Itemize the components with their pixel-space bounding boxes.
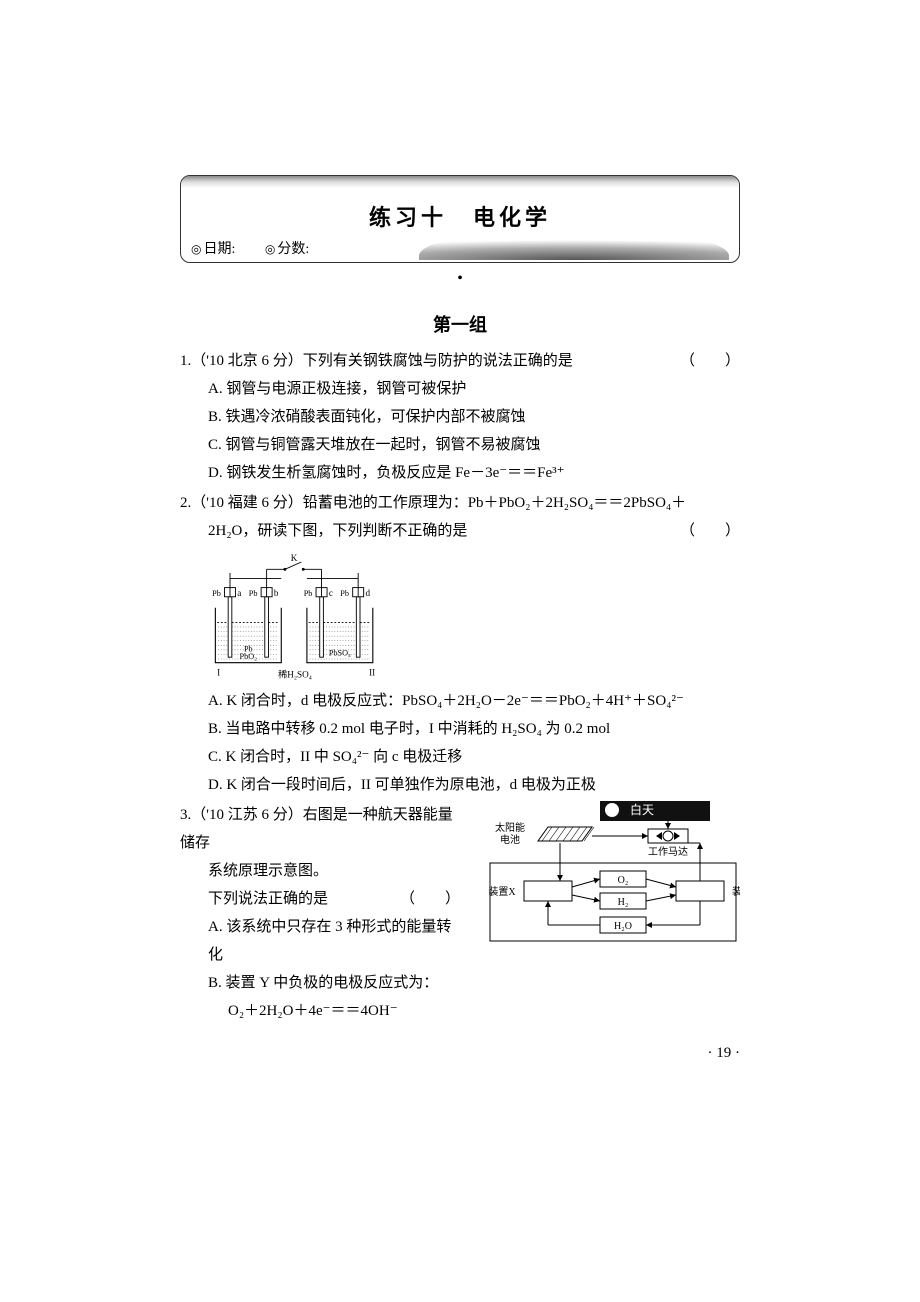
svg-text:PbO₂: PbO₂ [240, 652, 258, 661]
svg-text:稀H₂SO₄: 稀H₂SO₄ [278, 668, 312, 679]
svg-text:d: d [365, 588, 370, 598]
header-swoosh [419, 238, 729, 260]
q2-paren: （ ） [680, 517, 740, 545]
svg-text:PbSO₄: PbSO₄ [329, 648, 351, 657]
q1-stem: 1.（'10 北京 6 分）下列有关钢铁腐蚀与防护的说法正确的是 （ ） [180, 347, 740, 375]
q3-stem-line1: 3.（'10 江苏 6 分）右图是一种航天器能量储存 [180, 801, 460, 857]
q3-opt-b: B. 装置 Y 中负极的电极反应式为： [180, 969, 460, 997]
group-title: 第一组 [180, 311, 740, 337]
q3-opt-a: A. 该系统中只存在 3 种形式的能量转化 [180, 913, 460, 969]
q1-opt-c: C. 钢管与铜管露天堆放在一起时，钢管不易被腐蚀 [180, 431, 740, 459]
svg-text:装置X: 装置X [488, 885, 516, 898]
svg-text:H₂O: H₂O [614, 921, 632, 932]
svg-text:II: II [369, 668, 375, 678]
svg-text:c: c [329, 588, 333, 598]
q3-stem-line3-text: 下列说法正确的是 [208, 891, 328, 907]
svg-text:Pb: Pb [304, 589, 313, 598]
date-label: 日期: [191, 238, 235, 258]
center-dot: • [180, 271, 740, 287]
svg-text:a: a [237, 588, 241, 598]
q3-paren: （ ） [400, 885, 460, 913]
q2-opt-d: D. K 闭合一段时间后，II 可单独作为原电池，d 电极为正极 [180, 771, 740, 799]
q1-opt-b: B. 铁遇冷浓硝酸表面钝化，可保护内部不被腐蚀 [180, 403, 740, 431]
svg-text:O₂: O₂ [618, 875, 629, 886]
header-box: 练习十 电化学 日期: 分数: [180, 175, 740, 263]
question-3: 白天太阳能电池工作马达O₂H₂H₂O装置X装置Y 3.（'10 江苏 6 分）右… [180, 801, 740, 1025]
q3-opt-b-eq: O₂＋2H₂O＋4e⁻＝＝4OH⁻ [180, 997, 460, 1025]
q2-opt-a: A. K 闭合时，d 电极反应式：PbSO₄＋2H₂O－2e⁻＝＝PbO₂＋4H… [180, 687, 740, 715]
q2-stem-line1: 2.（'10 福建 6 分）铅蓄电池的工作原理为：Pb＋PbO₂＋2H₂SO₄＝… [180, 489, 740, 517]
question-2: 2.（'10 福建 6 分）铅蓄电池的工作原理为：Pb＋PbO₂＋2H₂SO₄＝… [180, 489, 740, 799]
svg-text:太阳能: 太阳能 [495, 821, 525, 834]
svg-text:H₂: H₂ [618, 897, 629, 908]
q2-opt-b: B. 当电路中转移 0.2 mol 电子时，I 中消耗的 H₂SO₄ 为 0.2… [180, 715, 740, 743]
exercise-title: 练习十 电化学 [181, 200, 739, 232]
svg-text:Pb: Pb [212, 589, 221, 598]
q2-figure: III稀H₂SO₄PbaPbbPbPbO₂PbcPbdPbSO₄K [180, 551, 740, 681]
q2-opt-c: C. K 闭合时，II 中 SO₄²⁻ 向 c 电极迁移 [180, 743, 740, 771]
svg-text:K: K [291, 553, 298, 563]
q2-stem-line2-text: 2H₂O，研读下图，下列判断不正确的是 [208, 523, 467, 539]
q2-stem-line2: 2H₂O，研读下图，下列判断不正确的是 （ ） [180, 517, 740, 545]
score-label: 分数: [265, 238, 309, 258]
svg-text:Pb: Pb [249, 589, 258, 598]
q1-opt-d: D. 钢铁发生析氢腐蚀时，负极反应是 Fe－3e⁻＝＝Fe³⁺ [180, 459, 740, 487]
svg-text:工作马达: 工作马达 [648, 846, 688, 858]
question-1: 1.（'10 北京 6 分）下列有关钢铁腐蚀与防护的说法正确的是 （ ） A. … [180, 347, 740, 487]
header-shadow [181, 176, 739, 188]
q3-figure: 白天太阳能电池工作马达O₂H₂H₂O装置X装置Y [480, 801, 740, 947]
q1-paren: （ ） [680, 347, 740, 375]
svg-text:电池: 电池 [500, 833, 520, 846]
q3-stem-line2: 系统原理示意图。 [180, 857, 460, 885]
q1-stem-text: 1.（'10 北京 6 分）下列有关钢铁腐蚀与防护的说法正确的是 [180, 353, 573, 369]
svg-text:I: I [217, 668, 220, 678]
q3-stem-line3: 下列说法正确的是 （ ） [180, 885, 460, 913]
svg-text:Pb: Pb [340, 589, 349, 598]
svg-text:b: b [274, 588, 279, 598]
svg-text:白天: 白天 [630, 802, 654, 817]
page-number: · 19 · [180, 1045, 740, 1062]
q1-opt-a: A. 钢管与电源正极连接，钢管可被保护 [180, 375, 740, 403]
